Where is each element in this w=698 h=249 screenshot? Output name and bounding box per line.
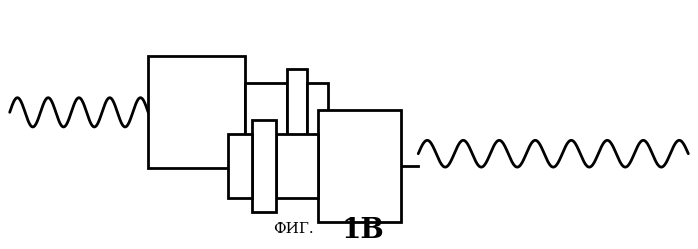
Text: ФИГ.: ФИГ. bbox=[274, 223, 314, 237]
Text: 1В: 1В bbox=[341, 217, 384, 244]
Bar bbox=[228, 134, 252, 197]
Bar bbox=[245, 83, 287, 141]
Bar bbox=[307, 83, 328, 141]
Bar bbox=[287, 68, 307, 156]
Bar bbox=[318, 110, 401, 222]
Bar bbox=[276, 134, 318, 197]
Bar bbox=[148, 56, 245, 168]
Bar bbox=[252, 120, 276, 212]
